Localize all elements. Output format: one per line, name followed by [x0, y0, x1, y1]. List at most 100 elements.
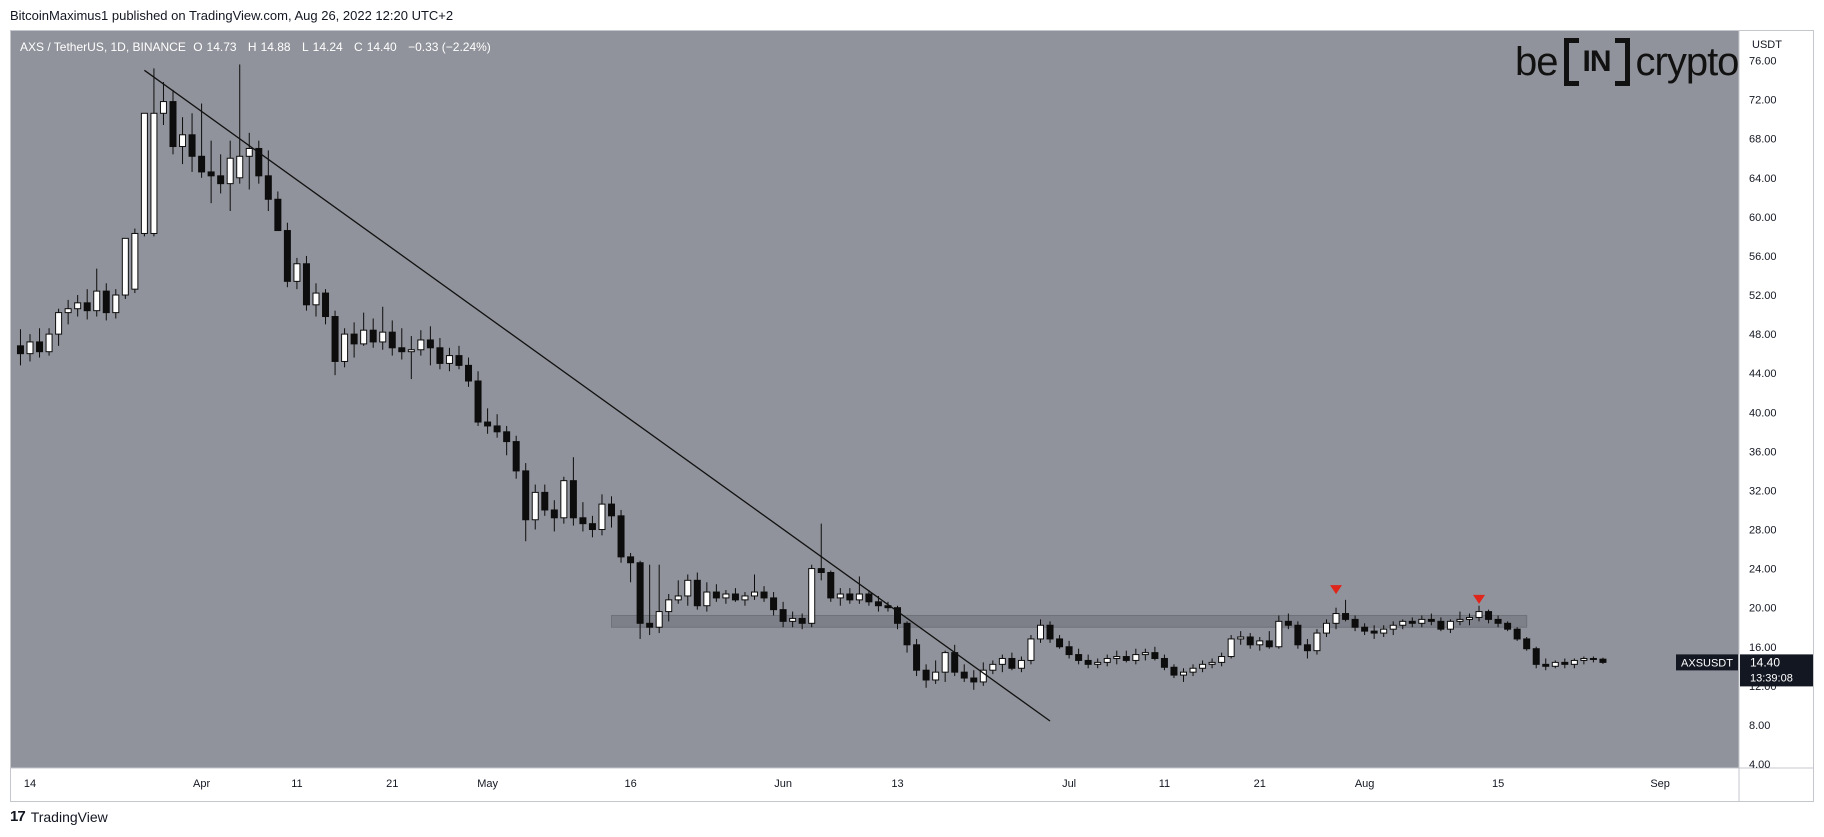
- candle: [1532, 646, 1540, 669]
- candle-body: [1027, 638, 1035, 661]
- candle: [798, 613, 806, 630]
- candle-body: [159, 101, 167, 114]
- logo-left-text: be: [1515, 39, 1558, 84]
- time-tick-label: 11: [1159, 778, 1170, 790]
- candle: [45, 328, 53, 356]
- plot-area: [16, 64, 1607, 722]
- candle-body: [45, 333, 53, 353]
- price-tick-label: 4.00: [1749, 759, 1770, 771]
- candle: [1017, 656, 1025, 673]
- candle: [512, 435, 520, 479]
- candle: [1227, 635, 1235, 659]
- candle: [1284, 613, 1292, 630]
- candle-body: [302, 263, 310, 306]
- candle: [140, 112, 148, 237]
- candle: [341, 328, 349, 368]
- candle-body: [674, 595, 682, 601]
- candle-body: [121, 237, 129, 296]
- candle-body: [1094, 661, 1102, 665]
- candle-body: [655, 611, 663, 628]
- candle-body: [1103, 657, 1111, 663]
- candle: [569, 457, 577, 526]
- candle-body: [1218, 656, 1226, 663]
- candle-body: [474, 380, 482, 423]
- candle-body: [1551, 661, 1559, 667]
- candle: [1370, 625, 1378, 639]
- candle: [941, 650, 949, 682]
- candle-body: [1189, 667, 1197, 673]
- candle: [1504, 621, 1512, 632]
- candle-body: [388, 331, 396, 349]
- candle-body: [1380, 628, 1388, 634]
- candle: [703, 582, 711, 612]
- candle: [1380, 625, 1388, 637]
- candle-body: [226, 157, 234, 185]
- candle-body: [541, 491, 549, 511]
- candle-body: [1170, 666, 1178, 676]
- candle: [579, 502, 587, 532]
- candle: [1256, 636, 1264, 651]
- candle-body: [760, 591, 768, 599]
- candle-body: [741, 595, 749, 601]
- candle: [417, 330, 425, 356]
- candle-body: [55, 312, 63, 335]
- candle: [360, 312, 368, 346]
- open-value: O 14.73: [193, 40, 237, 54]
- candle: [245, 132, 253, 190]
- candle: [198, 103, 206, 178]
- candle-body: [264, 175, 272, 200]
- candle-body: [1199, 663, 1207, 669]
- candle: [1494, 615, 1502, 628]
- price-tick-label: 28.00: [1749, 525, 1777, 537]
- candle-body: [1122, 656, 1130, 661]
- candle-body: [1132, 654, 1140, 661]
- candle: [159, 82, 167, 126]
- candle-body: [188, 134, 196, 157]
- candle: [960, 664, 968, 682]
- candle-body: [1179, 671, 1187, 676]
- candle-body: [1065, 646, 1073, 656]
- chart-frame: [10, 30, 1814, 802]
- candle-body: [1237, 636, 1245, 640]
- candle: [979, 662, 987, 686]
- candle-body: [455, 355, 463, 366]
- candle: [350, 322, 358, 358]
- candle: [693, 572, 701, 610]
- candle-body: [922, 669, 930, 681]
- candle-body: [636, 562, 644, 624]
- candle: [598, 494, 606, 536]
- candle-body: [627, 556, 635, 564]
- candle-body: [1046, 624, 1054, 640]
- candle-body: [207, 171, 215, 177]
- candle-body: [731, 593, 739, 601]
- symbol-legend: AXS / TetherUS, 1D, BINANCE O 14.73 H 14.8…: [20, 40, 495, 54]
- candle-body: [1513, 628, 1521, 640]
- candle: [1561, 658, 1569, 669]
- candle: [1513, 627, 1521, 641]
- candle-body: [646, 622, 654, 628]
- high-value: H 14.88: [247, 40, 291, 54]
- candle: [1036, 619, 1044, 643]
- candle-body: [1303, 644, 1311, 652]
- candle: [617, 509, 625, 563]
- candle-body: [436, 347, 444, 364]
- candle: [264, 150, 272, 212]
- candle: [188, 113, 196, 172]
- candle: [474, 371, 482, 426]
- price-tick-label: 48.00: [1749, 329, 1777, 341]
- beincrypto-logo: be IN crypto: [1515, 38, 1739, 86]
- candle: [998, 654, 1006, 673]
- price-axis-currency: USDT: [1752, 39, 1782, 51]
- candle-body: [846, 593, 854, 601]
- candle: [1351, 615, 1359, 632]
- candle: [1084, 654, 1092, 669]
- candle-body: [1017, 659, 1025, 669]
- tradingview-brand: TradingView: [30, 808, 108, 825]
- candle-body: [855, 593, 863, 601]
- candle-body: [932, 671, 940, 681]
- candle: [874, 595, 882, 612]
- candle-body: [1332, 613, 1340, 624]
- candle-body: [102, 290, 110, 314]
- tradingview-footer[interactable]: 17 TradingView: [10, 808, 108, 825]
